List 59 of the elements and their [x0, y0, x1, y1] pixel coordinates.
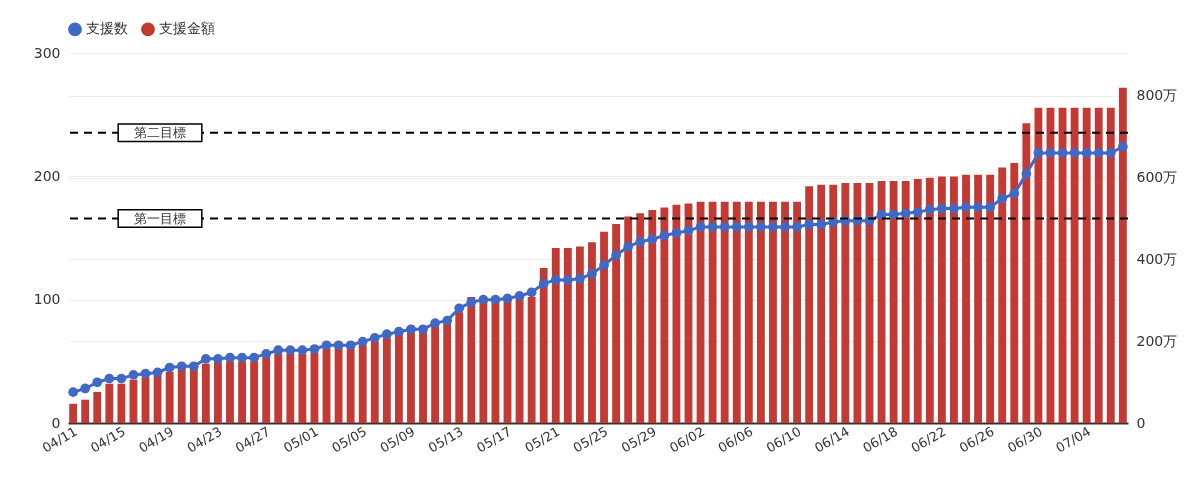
bar [901, 180, 910, 423]
bar [986, 174, 995, 423]
bar [805, 186, 814, 423]
bar [744, 201, 753, 423]
bar [793, 201, 802, 423]
bar [720, 201, 729, 423]
bar [600, 231, 608, 423]
bar [575, 246, 584, 423]
y2-tick-label: 0 [1136, 414, 1146, 431]
bar [1082, 107, 1091, 423]
bar [648, 209, 657, 423]
y2-tick-label: 200万 [1136, 332, 1178, 349]
bar [732, 201, 741, 423]
y-tick-label: 200 [33, 167, 61, 184]
bar [612, 223, 621, 423]
bar [467, 297, 476, 423]
bar [925, 177, 934, 423]
bar [769, 201, 777, 423]
y-tick-label: 0 [51, 414, 61, 431]
bar [974, 174, 982, 423]
bar [1118, 87, 1127, 423]
bar [937, 176, 946, 423]
bar [1022, 123, 1031, 423]
bar [81, 399, 90, 423]
bar [756, 201, 765, 423]
bar [660, 207, 669, 423]
bar [563, 248, 572, 423]
y2-tick-label: 400万 [1136, 250, 1178, 267]
bar [962, 174, 970, 423]
bar [636, 213, 645, 423]
y2-tick-label: 800万 [1136, 87, 1178, 104]
y2-tick-label: 600万 [1136, 169, 1178, 186]
bar [950, 176, 958, 423]
bar [1034, 107, 1043, 423]
y-tick-label: 300 [33, 44, 61, 61]
bar [1010, 162, 1019, 423]
legend-label: 支援金額 [159, 20, 215, 37]
bar [539, 268, 548, 423]
bar [913, 178, 922, 423]
y-tick-label: 100 [33, 291, 61, 308]
bar [998, 167, 1007, 423]
bar [69, 403, 78, 423]
bar [781, 201, 789, 423]
bar [93, 391, 102, 423]
bar [588, 242, 596, 423]
bar [1094, 107, 1103, 423]
bar [624, 216, 633, 423]
bar [889, 180, 898, 423]
ref-line-label: 第二目標 [134, 124, 186, 140]
bar [1070, 107, 1079, 423]
bar [829, 184, 838, 423]
bar [551, 248, 560, 423]
bar [853, 183, 862, 423]
bar [841, 183, 850, 423]
bar [1106, 107, 1115, 423]
legend-label: 支援数 [86, 20, 128, 37]
ref-line-label: 第一目標 [134, 210, 186, 226]
bar [817, 184, 826, 423]
bar [708, 201, 717, 423]
